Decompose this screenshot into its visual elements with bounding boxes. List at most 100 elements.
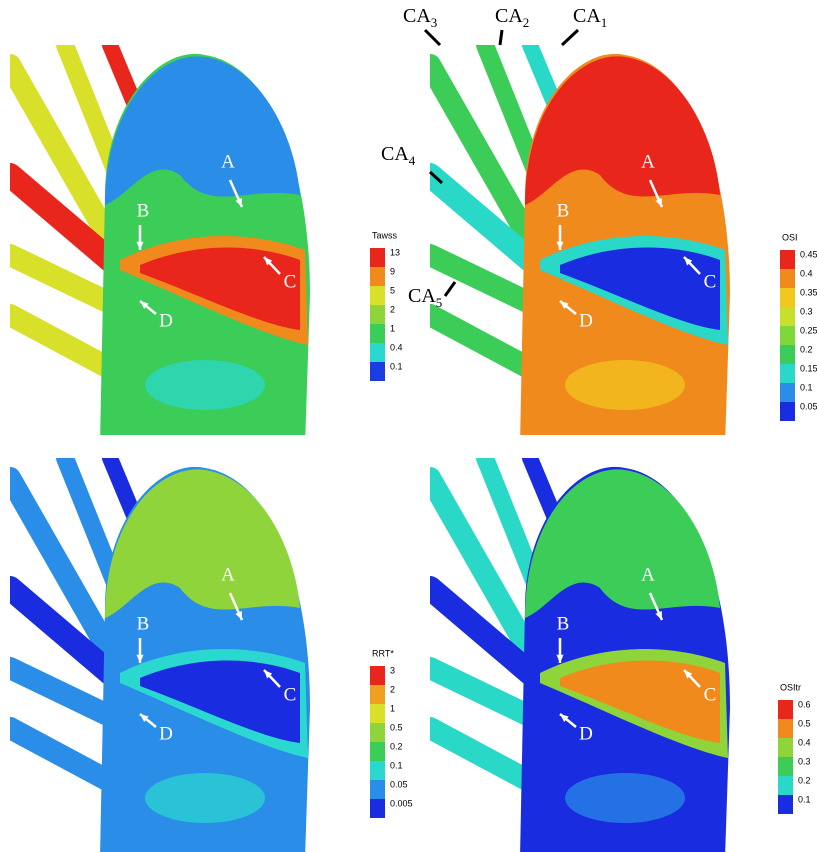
annotation: D [159, 310, 173, 331]
panel: ABCDOSI0.450.40.350.30.250.20.150.10.05C… [381, 5, 817, 445]
annotation: A [641, 564, 655, 585]
annotation: A [641, 151, 655, 172]
legend-label: 0.1 [390, 361, 403, 371]
legend-swatch [780, 402, 795, 421]
surface [430, 458, 730, 852]
region [145, 773, 265, 823]
legend-label: 0.005 [390, 798, 413, 808]
legend-title: RRT* [372, 648, 394, 658]
legend: RRT* 3 2 1 0.5 0.2 0.1 0.05 0.005 [370, 648, 413, 818]
legend-swatch [780, 250, 795, 269]
region [565, 773, 685, 823]
region [565, 360, 685, 410]
legend-swatch [780, 269, 795, 288]
legend-swatch [778, 700, 793, 719]
region [525, 469, 720, 618]
surface [10, 458, 310, 852]
annotation: C [284, 684, 297, 705]
vessel-label-text: CA [408, 285, 436, 307]
legend-swatch [780, 326, 795, 345]
vessel-label-sub: 4 [409, 153, 416, 168]
annotation: C [704, 271, 717, 292]
legend-swatch [370, 343, 385, 362]
leader-line [445, 282, 455, 296]
vessel-label-text: CA [403, 5, 431, 27]
region [145, 360, 265, 410]
legend-swatch [370, 286, 385, 305]
legend-swatch [778, 795, 793, 814]
annotation: A [221, 151, 235, 172]
legend-swatch [778, 776, 793, 795]
leader-line [425, 30, 440, 45]
legend-label: 0.1 [390, 760, 403, 770]
legend-swatch [370, 685, 385, 704]
figure: ABCDTawss1395210.40.1ABCDOSI0.450.40.350… [0, 0, 817, 852]
vessel [530, 45, 555, 105]
legend-swatch [370, 704, 385, 723]
legend-label: 3 [390, 665, 395, 675]
legend-title: OSItr [780, 682, 801, 692]
legend-label: 0.05 [390, 779, 408, 789]
vessel [530, 458, 555, 518]
annotation: C [704, 684, 717, 705]
legend-swatch [370, 742, 385, 761]
legend-label: 0.6 [798, 699, 811, 709]
vessel-label: CA2 [495, 5, 529, 30]
vessel-label-text: CA [495, 5, 523, 27]
legend-label: 0.2 [800, 344, 813, 354]
annotation: A [221, 564, 235, 585]
legend-swatch [780, 307, 795, 326]
legend-label: 0.3 [800, 306, 813, 316]
vessel-label-text: CA [573, 5, 601, 27]
legend-label: 0.25 [800, 325, 817, 335]
legend-label: 0.4 [798, 737, 811, 747]
legend-swatch [370, 324, 385, 343]
surface-shapes [10, 458, 310, 852]
legend-label: 0.1 [798, 794, 811, 804]
vessel-label-sub: 3 [431, 15, 438, 30]
legend-swatch [778, 738, 793, 757]
vessel [110, 45, 135, 105]
annotation: C [284, 271, 297, 292]
surface [10, 45, 310, 445]
vessel-label-text: CA [381, 143, 409, 165]
legend-swatch [780, 364, 795, 383]
region [105, 56, 300, 205]
vessel-label: CA4 [381, 143, 416, 168]
legend-label: 13 [390, 247, 400, 257]
legend-swatch [370, 723, 385, 742]
leader-line [562, 30, 578, 45]
legend-label: 0.5 [390, 722, 403, 732]
surface-shapes [10, 45, 310, 445]
legend-label: 0.3 [798, 756, 811, 766]
region [105, 469, 300, 618]
annotation: B [557, 200, 570, 221]
legend-label: 0.05 [800, 401, 817, 411]
legend-label: 2 [390, 684, 395, 694]
legend-label: 1 [390, 703, 395, 713]
vessel-label-sub: 1 [601, 15, 608, 30]
annotation: D [579, 310, 593, 331]
stage: ABCDTawss1395210.40.1ABCDOSI0.450.40.350… [10, 5, 817, 852]
legend-title: Tawss [372, 230, 398, 240]
annotation: D [159, 723, 173, 744]
legend: Tawss1395210.40.1 [370, 230, 403, 381]
legend-swatch [780, 288, 795, 307]
legend-swatch [370, 666, 385, 685]
legend-label: 0.2 [390, 741, 403, 751]
legend-label: 0.2 [798, 775, 811, 785]
legend-label: 0.4 [800, 268, 813, 278]
legend-label: 1 [390, 323, 395, 333]
surface [430, 45, 730, 445]
legend-label: 5 [390, 285, 395, 295]
annotation: D [579, 723, 593, 744]
vessel-label: CA3 [403, 5, 437, 30]
legend-label: 0.45 [800, 249, 817, 259]
annotation: B [557, 613, 570, 634]
vessel-label-sub: 5 [436, 295, 443, 310]
